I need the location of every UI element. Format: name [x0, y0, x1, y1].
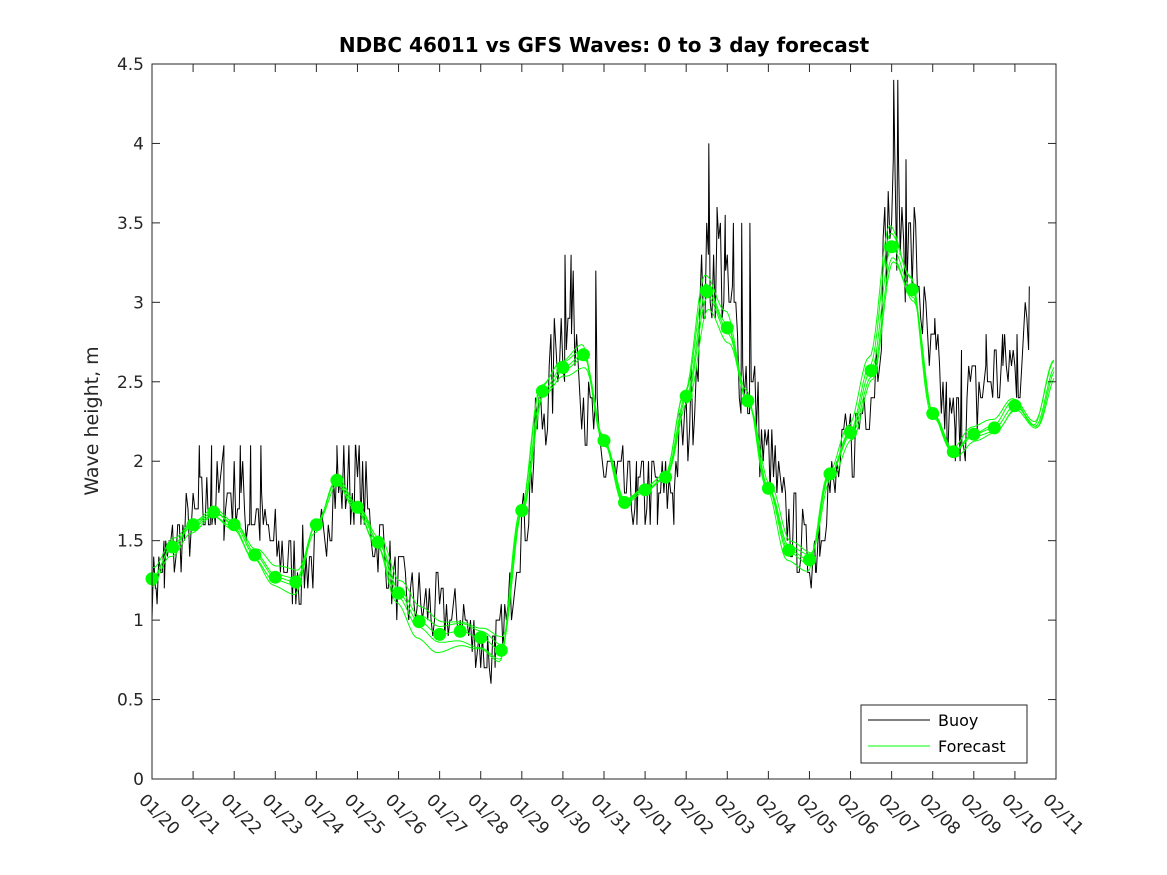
forecast-marker — [844, 426, 858, 440]
forecast-marker — [576, 348, 590, 362]
y-tick-label: 4 — [133, 134, 144, 154]
y-tick-label: 0.5 — [117, 691, 144, 711]
y-tick-label: 1 — [133, 611, 144, 631]
y-tick-label: 0 — [133, 770, 144, 790]
forecast-marker — [453, 624, 467, 638]
forecast-marker — [494, 643, 508, 657]
y-axis: 0 0.5 1 1.5 2 2.5 3 3.5 4 4.5 — [117, 55, 1056, 790]
forecast-marker — [823, 467, 837, 481]
forecast-marker — [782, 543, 796, 557]
legend-buoy-label: Buoy — [938, 711, 978, 730]
forecast-marker — [371, 535, 385, 549]
forecast-marker — [618, 496, 632, 510]
forecast-marker — [330, 473, 344, 487]
forecast-marker — [720, 321, 734, 335]
forecast-marker — [761, 481, 775, 495]
forecast-marker — [1008, 399, 1022, 413]
forecast-marker — [227, 518, 241, 532]
forecast-marker — [309, 518, 323, 532]
forecast-marker — [392, 586, 406, 600]
forecast-marker — [515, 503, 529, 517]
forecast-marker — [987, 421, 1001, 435]
forecast-marker — [166, 540, 180, 554]
forecast-marker — [597, 434, 611, 448]
forecast-marker — [864, 364, 878, 378]
y-tick-label: 3.5 — [117, 214, 144, 234]
forecast-markers — [145, 240, 1022, 657]
forecast-marker — [967, 427, 981, 441]
forecast-marker — [535, 384, 549, 398]
y-tick-label: 1.5 — [117, 532, 144, 552]
forecast-marker — [679, 389, 693, 403]
forecast-marker — [700, 284, 714, 298]
y-axis-title: Wave height, m — [81, 346, 103, 495]
y-tick-label: 4.5 — [117, 55, 144, 75]
forecast-marker — [741, 394, 755, 408]
forecast-marker — [802, 553, 816, 567]
legend: Buoy Forecast — [860, 704, 1028, 764]
legend-forecast-label: Forecast — [938, 737, 1006, 756]
forecast-marker — [659, 470, 673, 484]
forecast-marker — [556, 360, 570, 374]
forecast-marker — [474, 631, 488, 645]
forecast-marker — [350, 500, 364, 514]
forecast-marker — [412, 615, 426, 629]
chart-title: NDBC 46011 vs GFS Waves: 0 to 3 day fore… — [339, 33, 870, 57]
forecast-marker — [926, 407, 940, 421]
y-tick-label: 2 — [133, 452, 144, 472]
forecast-marker — [433, 627, 447, 641]
y-tick-label: 3 — [133, 293, 144, 313]
y-tick-label: 2.5 — [117, 373, 144, 393]
legend-box — [860, 704, 1028, 764]
forecast-marker — [268, 570, 282, 584]
forecast-marker — [207, 505, 221, 519]
forecast-marker — [289, 575, 303, 589]
forecast-marker — [638, 483, 652, 497]
forecast-marker — [248, 548, 262, 562]
forecast-marker — [186, 518, 200, 532]
forecast-marker — [885, 240, 899, 254]
forecast-marker — [905, 283, 919, 297]
forecast-marker — [946, 445, 960, 459]
